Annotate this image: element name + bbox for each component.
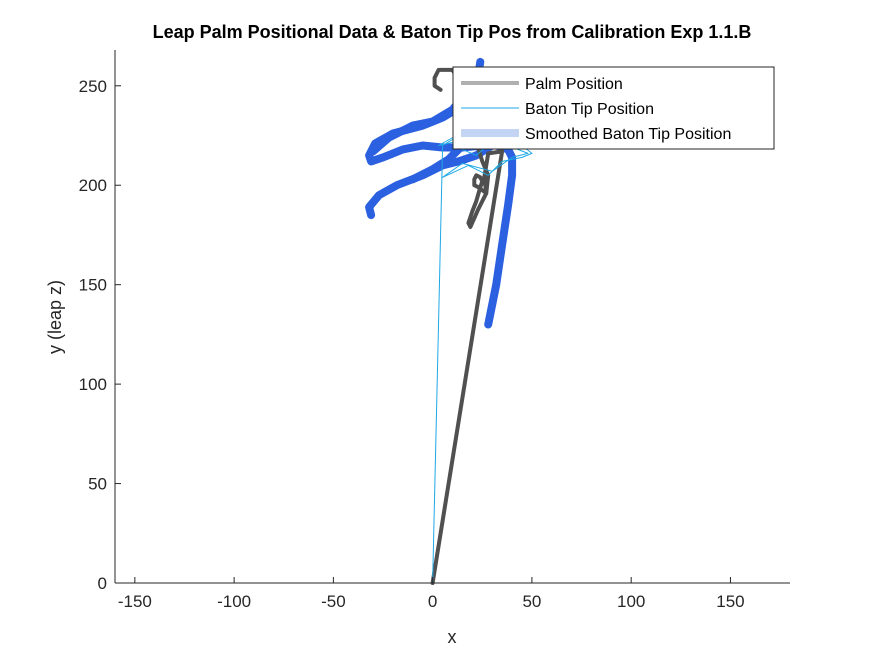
x-tick-label: -150 [118, 592, 152, 611]
legend-entry-label: Palm Position [525, 76, 623, 93]
y-tick-label: 200 [79, 176, 107, 195]
chart-title: Leap Palm Positional Data & Baton Tip Po… [153, 22, 752, 42]
legend-entry-label: Smoothed Baton Tip Position [525, 126, 731, 143]
x-tick-label: 100 [617, 592, 645, 611]
x-tick-label: 50 [522, 592, 541, 611]
x-axis-label: x [448, 627, 457, 647]
y-tick-label: 50 [88, 475, 107, 494]
x-tick-label: -50 [321, 592, 346, 611]
axes: -150 -100 -50 0 50 100 150 0 50 100 150 200 250 [79, 50, 790, 611]
x-tick-label: -100 [217, 592, 251, 611]
y-tick-label: 100 [79, 375, 107, 394]
y-tick-label: 0 [98, 574, 107, 593]
x-tick-label: 0 [428, 592, 437, 611]
legend: Palm Position Baton Tip Position Smoothed … [452, 66, 775, 150]
legend-entry-label: Baton Tip Position [525, 101, 654, 118]
x-tick-label: 150 [716, 592, 744, 611]
y-axis-label: y (leap z) [45, 280, 65, 354]
y-tick-label: 150 [79, 276, 107, 295]
y-tick-label: 250 [79, 77, 107, 96]
